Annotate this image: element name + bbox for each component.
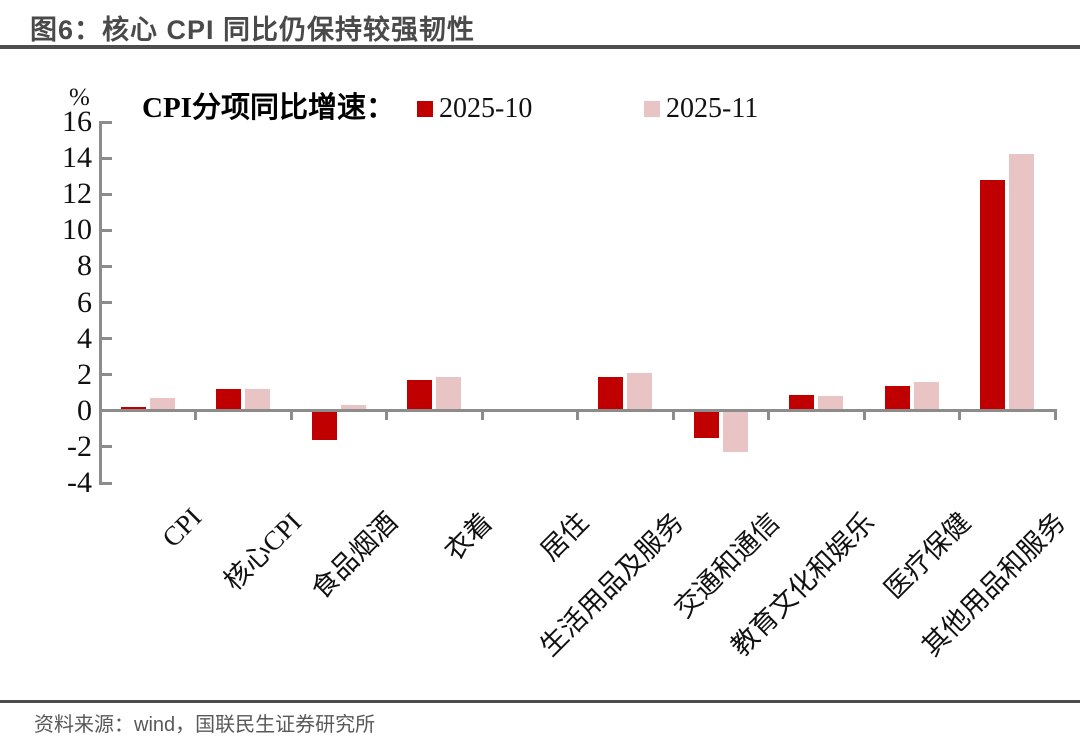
bar-2025-10-交通和通信 [693, 410, 719, 438]
bar-2025-10-食品烟酒 [311, 410, 337, 440]
x-tick [480, 409, 484, 421]
bar-2025-11-核心CPI [245, 389, 271, 411]
y-tick [98, 264, 112, 268]
bar-2025-10-教育文化和娱乐 [789, 394, 815, 411]
x-tick [862, 409, 866, 421]
bar-2025-11-医疗保健 [913, 381, 939, 411]
x-tick [289, 409, 293, 421]
chart-legend-title: CPI分项同比增速： [142, 92, 395, 124]
y-tick [98, 120, 112, 124]
y-tick-label: 2 [77, 357, 92, 391]
y-tick [98, 445, 112, 449]
figure-title: 图6：核心 CPI 同比仍保持较强韧性 [30, 15, 476, 45]
legend-swatch-2025-11 [644, 101, 660, 117]
x-tick [194, 409, 197, 421]
x-tick [767, 409, 770, 421]
x-category-label: 居住 [534, 506, 594, 567]
x-category-label: 核心CPI [218, 506, 308, 597]
x-tick [576, 409, 579, 421]
x-tick [958, 409, 961, 421]
y-tick-label: 6 [77, 285, 92, 319]
y-tick [98, 301, 112, 304]
legend-label-2025-11: 2025-11 [666, 93, 759, 124]
y-axis-unit-label: % [69, 84, 90, 111]
legend-item-2025-11: 2025-11 [644, 93, 758, 125]
y-tick-label: 12 [62, 177, 92, 211]
bar-2025-11-生活用品及服务 [627, 372, 653, 411]
bar-2025-10-核心CPI [216, 389, 242, 411]
x-tick [1053, 409, 1057, 421]
y-tick [98, 373, 112, 377]
y-tick [98, 156, 112, 160]
y-tick-label: 16 [62, 105, 92, 138]
bar-2025-10-CPI [120, 407, 146, 411]
x-tick [98, 409, 102, 421]
y-tick-label: 0 [77, 393, 92, 427]
x-tick [671, 409, 675, 421]
y-tick-label: -4 [67, 466, 92, 499]
bar-2025-10-其他用品和服务 [980, 179, 1006, 411]
bar-2025-10-医疗保健 [884, 385, 910, 411]
bar-2025-11-CPI [149, 398, 175, 411]
bar-2025-10-生活用品及服务 [598, 376, 624, 411]
bar-2025-11-交通和通信 [722, 410, 748, 453]
x-tick [385, 409, 388, 421]
bar-2025-11-衣着 [436, 376, 462, 411]
legend-label-2025-10: 2025-10 [439, 93, 533, 124]
legend-item-2025-10: 2025-10 [417, 93, 532, 125]
y-tick-label: 8 [77, 249, 92, 283]
y-tick [98, 337, 112, 341]
title-divider [0, 45, 1080, 49]
bar-2025-11-食品烟酒 [340, 405, 366, 411]
legend-swatch-2025-10 [417, 101, 433, 117]
bar-2025-11-其他用品和服务 [1009, 154, 1035, 411]
y-tick-label: 4 [77, 321, 92, 355]
y-tick-label: 10 [62, 213, 92, 247]
footer-divider [0, 700, 1080, 703]
y-tick [98, 481, 112, 485]
x-category-label: 食品烟酒 [305, 506, 403, 605]
bar-2025-10-衣着 [407, 380, 433, 411]
source-note: 资料来源：wind，国联民生证券研究所 [34, 714, 376, 736]
y-tick-label: -2 [67, 429, 92, 463]
y-tick [98, 192, 112, 196]
y-tick [98, 228, 112, 232]
x-category-label: 衣着 [439, 506, 499, 567]
x-category-label: CPI [156, 502, 207, 553]
y-tick-label: 14 [62, 141, 92, 175]
bar-2025-11-教育文化和娱乐 [818, 396, 844, 411]
